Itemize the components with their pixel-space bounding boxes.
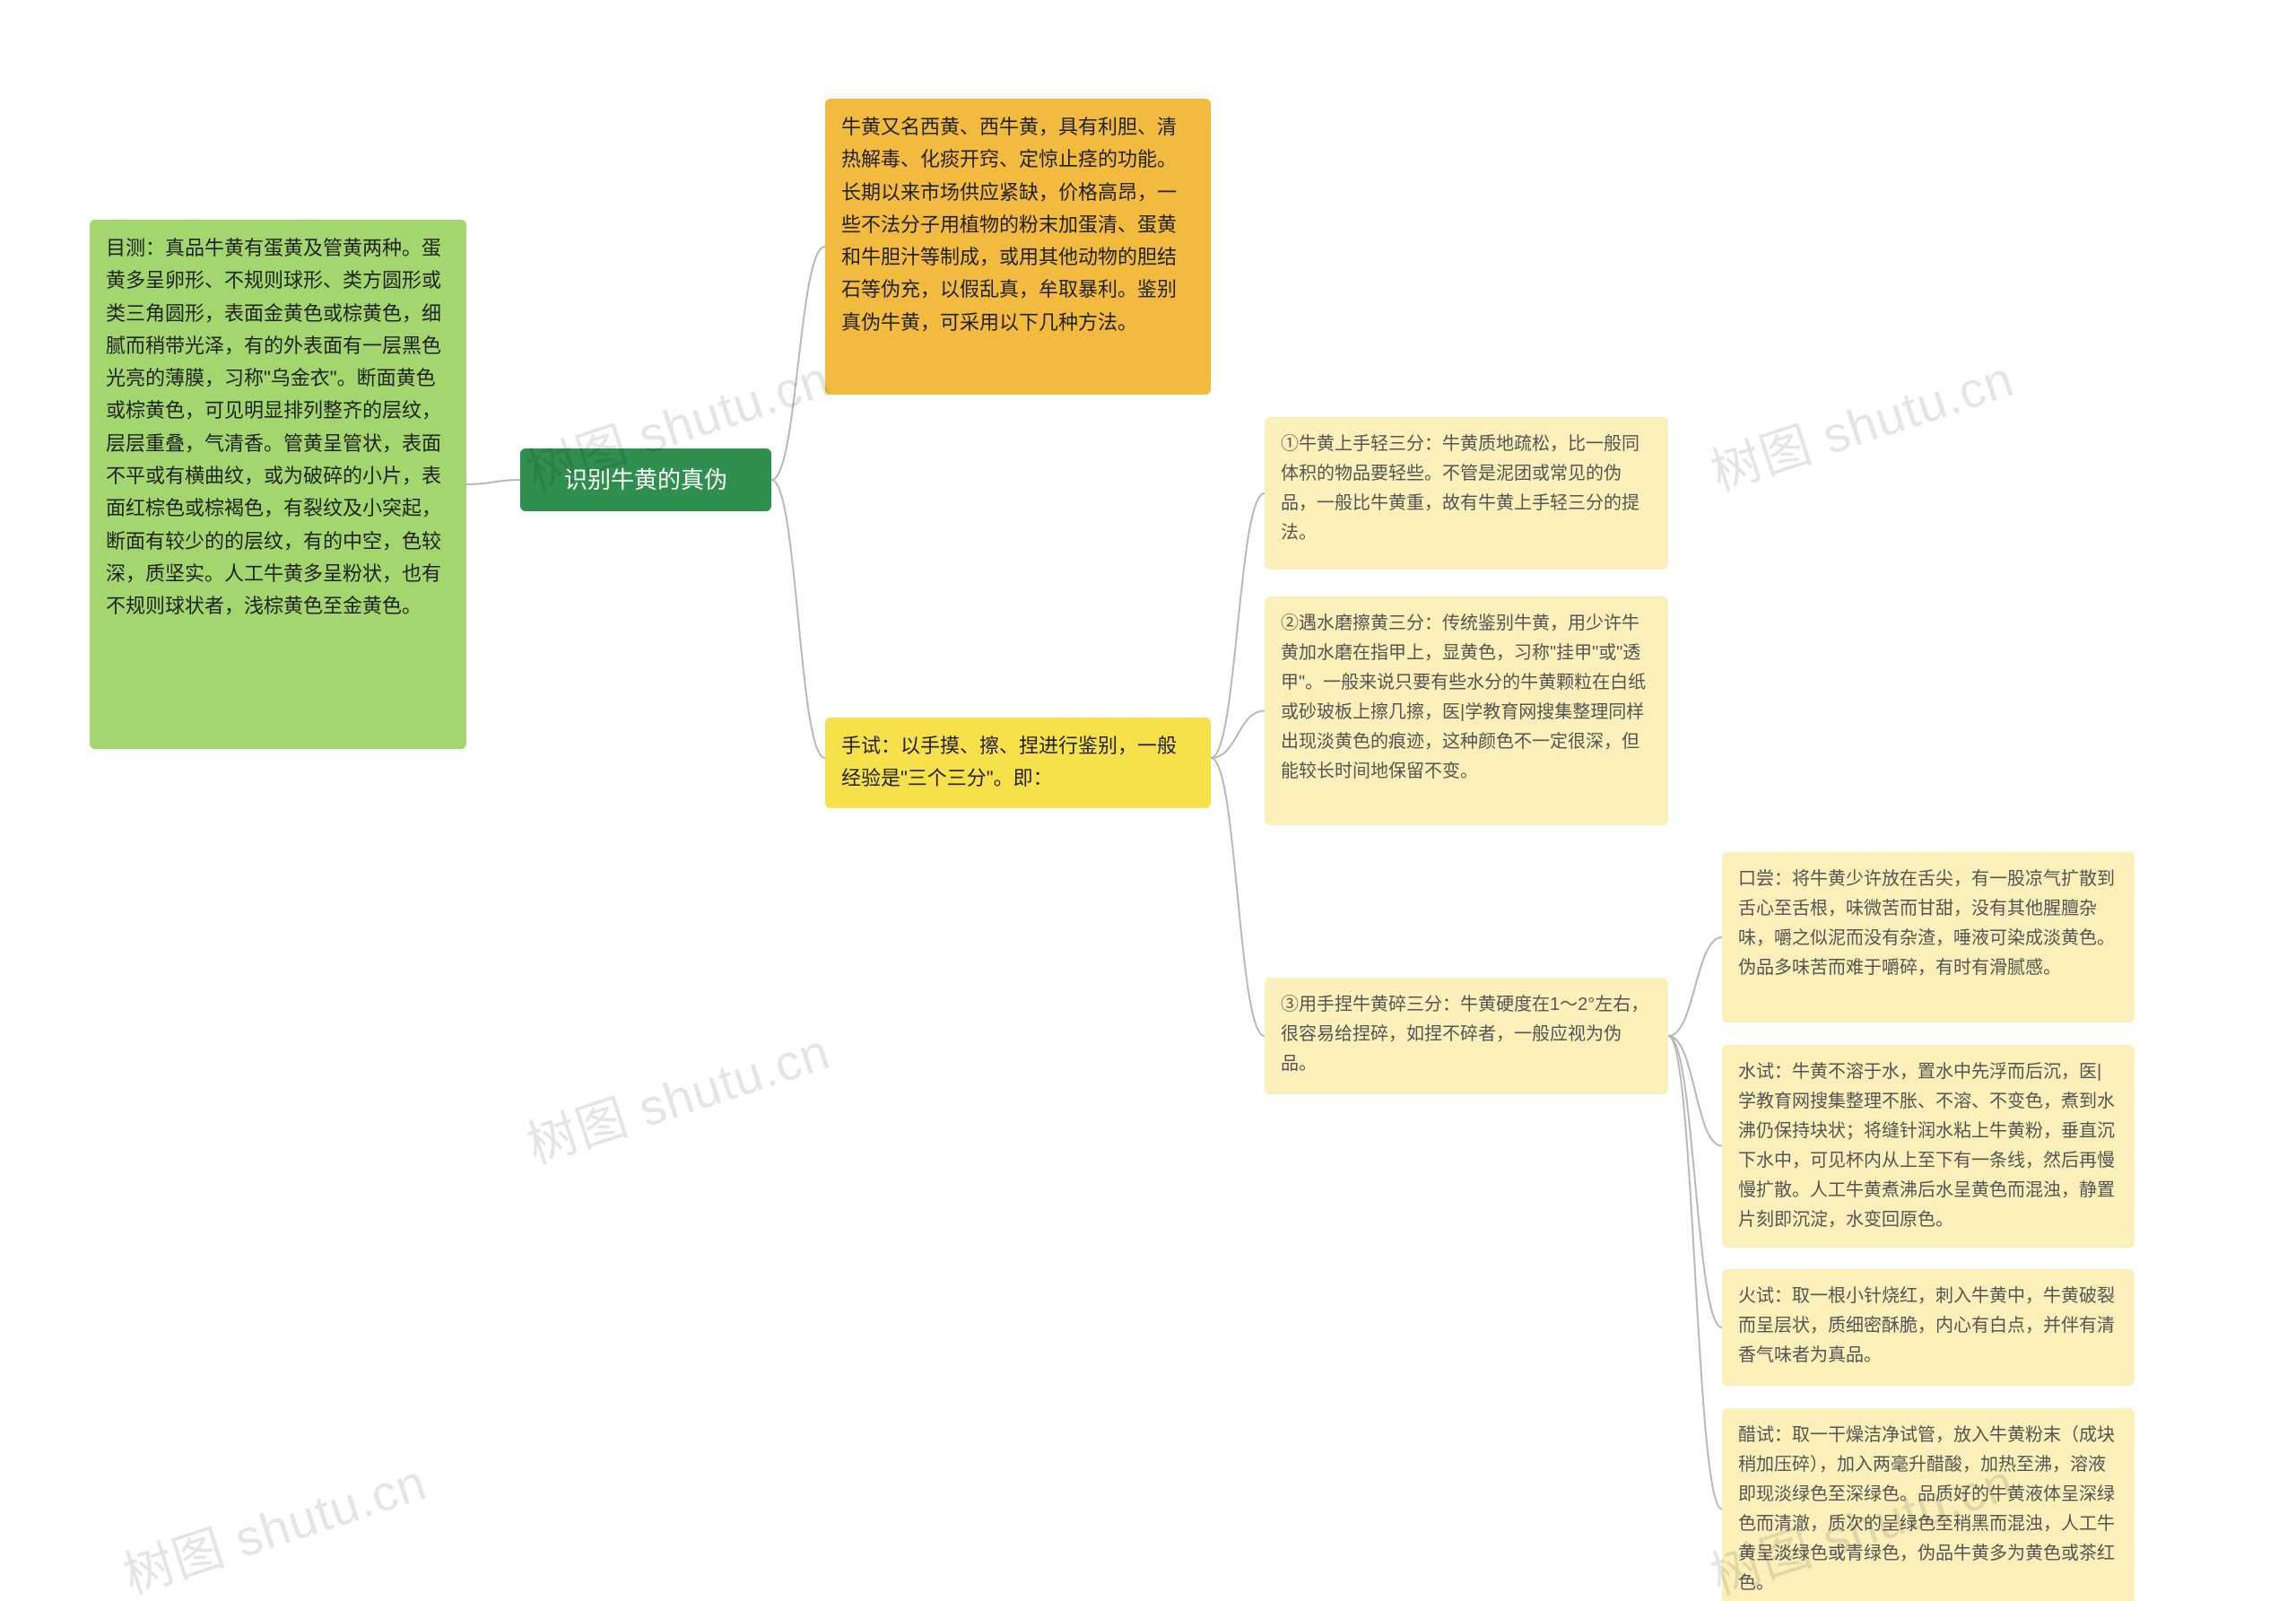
node-center: 识别牛黄的真伪 [520,448,771,511]
node-fire-text: 火试：取一根小针烧红，刺入牛黄中，牛黄破裂而呈层状，质细密酥脆，内心有白点，并伴… [1738,1286,2115,1365]
node-right-hand: 手试：以手摸、擦、捏进行鉴别，一般经验是"三个三分"。即： [825,718,1211,808]
watermark: 树图 shutu.cn [113,1442,434,1601]
node-hand-3: ③用手捏牛黄碎三分：牛黄硬度在1～2°左右，很容易给捏碎，如捏不碎者，一般应视为… [1265,978,1668,1094]
node-taste: 口尝：将牛黄少许放在舌尖，有一股凉气扩散到舌心至舌根，味微苦而甘甜，没有其他腥膻… [1722,852,2135,1022]
node-water-text: 水试：牛黄不溶于水，置水中先浮而后沉，医|学教育网搜集整理不胀、不溶、不变色，煮… [1738,1062,2115,1230]
watermark: 树图 shutu.cn [517,1012,838,1178]
node-right-intro: 牛黄又名西黄、西牛黄，具有利胆、清热解毒、化痰开窍、定惊止痉的功能。长期以来市场… [825,99,1211,395]
node-hand-1-text: ①牛黄上手轻三分：牛黄质地疏松，比一般同体积的物品要轻些。不管是泥团或常见的伪品… [1281,434,1639,543]
node-right-hand-text: 手试：以手摸、擦、捏进行鉴别，一般经验是"三个三分"。即： [841,735,1177,789]
node-center-text: 识别牛黄的真伪 [564,461,727,500]
node-hand-3-text: ③用手捏牛黄碎三分：牛黄硬度在1～2°左右，很容易给捏碎，如捏不碎者，一般应视为… [1281,995,1648,1074]
node-hand-1: ①牛黄上手轻三分：牛黄质地疏松，比一般同体积的物品要轻些。不管是泥团或常见的伪品… [1265,417,1668,570]
node-fire: 火试：取一根小针烧红，刺入牛黄中，牛黄破裂而呈层状，质细密酥脆，内心有白点，并伴… [1722,1269,2135,1386]
node-left-visual-text: 目测：真品牛黄有蛋黄及管黄两种。蛋黄多呈卵形、不规则球形、类方圆形或类三角圆形，… [106,237,441,617]
node-right-intro-text: 牛黄又名西黄、西牛黄，具有利胆、清热解毒、化痰开窍、定惊止痉的功能。长期以来市场… [841,116,1177,334]
node-left-visual: 目测：真品牛黄有蛋黄及管黄两种。蛋黄多呈卵形、不规则球形、类方圆形或类三角圆形，… [90,220,466,749]
node-hand-2: ②遇水磨擦黄三分：传统鉴别牛黄，用少许牛黄加水磨在指甲上，显黄色，习称"挂甲"或… [1265,596,1668,825]
node-vinegar-text: 醋试：取一干燥洁净试管，放入牛黄粉末（成块稍加压碎），加入两毫升醋酸，加热至沸，… [1738,1425,2115,1593]
node-taste-text: 口尝：将牛黄少许放在舌尖，有一股凉气扩散到舌心至舌根，味微苦而甘甜，没有其他腥膻… [1738,869,2115,978]
node-water: 水试：牛黄不溶于水，置水中先浮而后沉，医|学教育网搜集整理不胀、不溶、不变色，煮… [1722,1045,2135,1248]
node-hand-2-text: ②遇水磨擦黄三分：传统鉴别牛黄，用少许牛黄加水磨在指甲上，显黄色，习称"挂甲"或… [1281,613,1646,781]
watermark: 树图 shutu.cn [1700,339,2022,505]
node-vinegar: 醋试：取一干燥洁净试管，放入牛黄粉末（成块稍加压碎），加入两毫升醋酸，加热至沸，… [1722,1408,2135,1601]
